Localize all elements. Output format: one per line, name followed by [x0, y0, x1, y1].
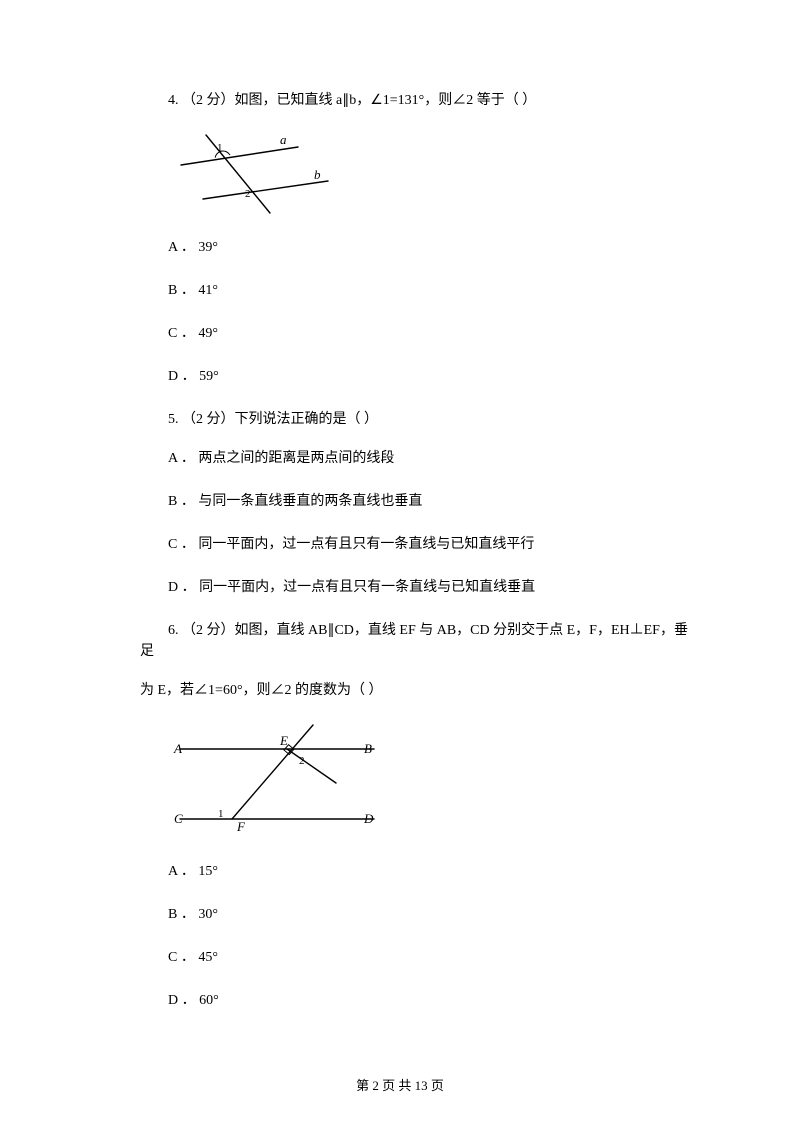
- svg-text:2: 2: [245, 188, 251, 200]
- footer-total: 13: [415, 1078, 428, 1093]
- svg-text:2: 2: [299, 755, 305, 767]
- page-footer: 第 2 页 共 13 页: [0, 1075, 800, 1094]
- svg-text:C: C: [174, 811, 183, 826]
- question-5-text: 5. （2 分）下列说法正确的是（ ）: [140, 409, 690, 430]
- q5-option-C: C ． 同一平面内，过一点有且只有一条直线与已知直线平行: [140, 534, 690, 555]
- question-6-figure: A B C D E F1 2: [168, 719, 690, 839]
- q6-option-C: C ． 45°: [140, 947, 690, 968]
- svg-text:a: a: [280, 132, 287, 147]
- q5-option-D: D ． 同一平面内，过一点有且只有一条直线与已知直线垂直: [140, 577, 690, 598]
- svg-text:B: B: [364, 741, 372, 756]
- q4-option-A: A ． 39°: [140, 237, 690, 258]
- question-4-text: 4. （2 分）如图，已知直线 a∥b，∠1=131°，则∠2 等于（ ）: [140, 90, 690, 111]
- question-6-line1: 6. （2 分）如图，直线 AB∥CD，直线 EF 与 AB，CD 分别交于点 …: [140, 620, 690, 662]
- q4-option-C: C ． 49°: [140, 323, 690, 344]
- svg-text:D: D: [363, 811, 374, 826]
- svg-text:1: 1: [217, 142, 223, 154]
- q6-option-D: D ． 60°: [140, 990, 690, 1011]
- svg-text:E: E: [279, 733, 288, 748]
- question-6-line2: 为 E，若∠1=60°，则∠2 的度数为（ ）: [140, 680, 690, 701]
- q4-option-D: D ． 59°: [140, 366, 690, 387]
- svg-text:F: F: [236, 819, 246, 834]
- q6-option-A: A ． 15°: [140, 861, 690, 882]
- q6-option-B: B ． 30°: [140, 904, 690, 925]
- q4-option-B: B ． 41°: [140, 280, 690, 301]
- q5-option-B: B ． 与同一条直线垂直的两条直线也垂直: [140, 491, 690, 512]
- footer-middle: 页 共: [379, 1078, 415, 1093]
- footer-prefix: 第: [356, 1078, 372, 1093]
- q5-option-A: A ． 两点之间的距离是两点间的线段: [140, 448, 690, 469]
- footer-suffix: 页: [428, 1078, 444, 1093]
- svg-text:1: 1: [218, 808, 224, 820]
- svg-text:A: A: [173, 741, 182, 756]
- question-4-figure: 1 2 a b: [168, 129, 690, 215]
- svg-text:b: b: [314, 167, 321, 182]
